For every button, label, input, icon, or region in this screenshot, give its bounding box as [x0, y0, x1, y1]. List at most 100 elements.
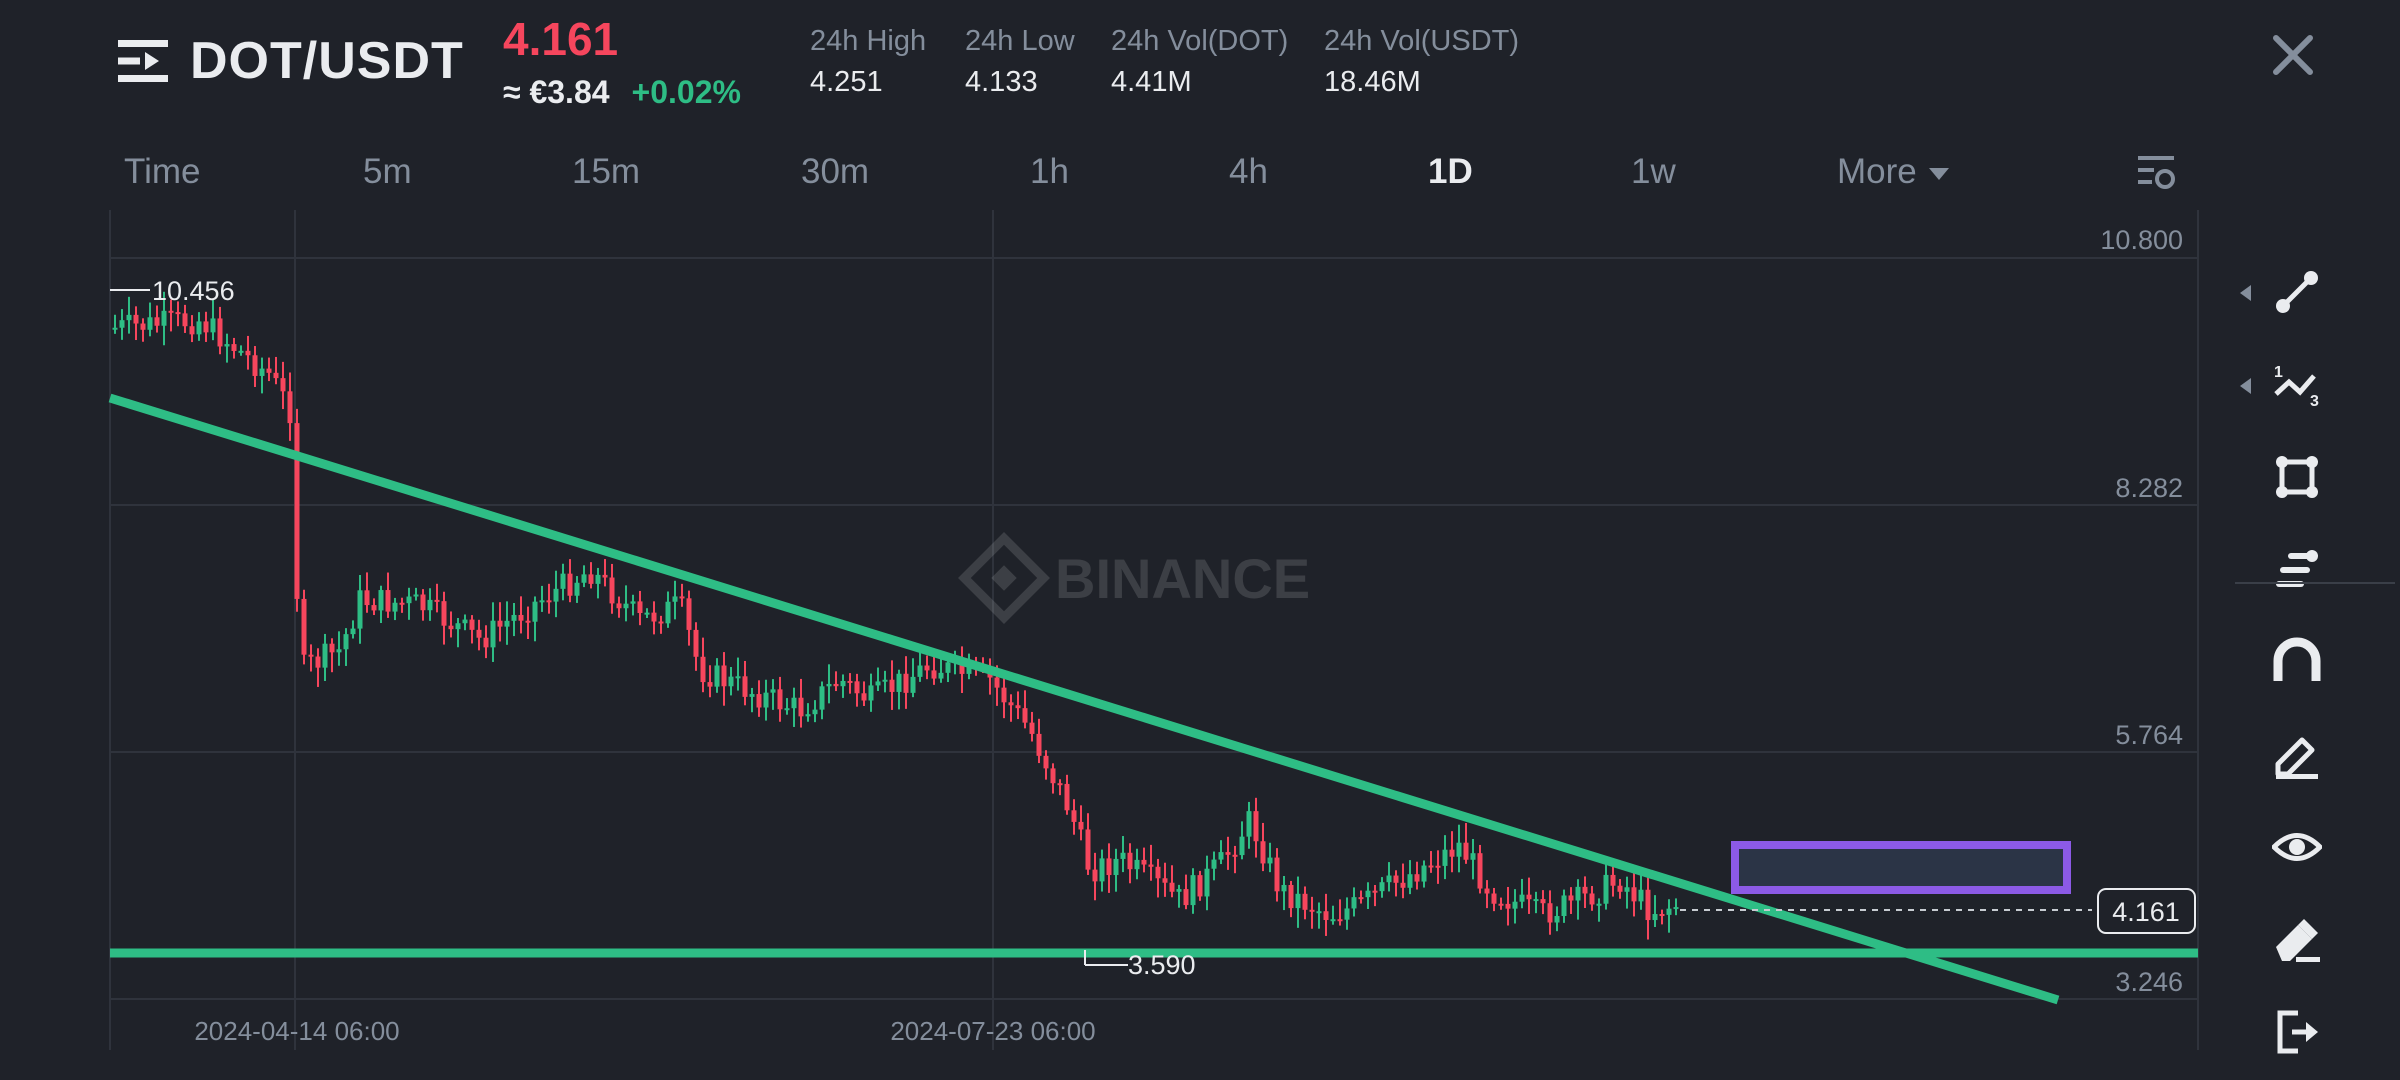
- svg-text:3: 3: [2310, 393, 2319, 410]
- rectangle-drawing[interactable]: [1731, 841, 2071, 894]
- stat-24h-high: 24h High 4.251: [810, 25, 927, 98]
- candle-body: [203, 321, 209, 333]
- candle-body: [700, 656, 706, 683]
- candle-body: [707, 682, 713, 687]
- chart-settings-icon[interactable]: [2136, 152, 2176, 192]
- candle-body: [1442, 849, 1448, 866]
- tab-1d[interactable]: 1D: [1428, 152, 1473, 191]
- candles: [112, 291, 1679, 940]
- candle-body: [1393, 875, 1399, 883]
- eraser-tool[interactable]: [2230, 900, 2400, 980]
- candle-body: [231, 344, 237, 351]
- tab-more[interactable]: More: [1837, 152, 1949, 192]
- candle-body: [378, 590, 384, 611]
- candle-body: [399, 602, 405, 605]
- candle-body: [1036, 733, 1042, 756]
- candle-body: [574, 582, 580, 596]
- candle-body: [483, 637, 489, 648]
- price-axis-label: 10.800: [2100, 225, 2183, 255]
- candle-body: [133, 314, 139, 324]
- candle-body: [147, 317, 153, 330]
- candle-body: [1050, 768, 1056, 784]
- candle-body: [679, 596, 685, 599]
- candle-body: [364, 590, 370, 606]
- candle-body: [280, 378, 286, 392]
- candle-body: [742, 676, 748, 697]
- candle-body: [910, 676, 916, 693]
- candle-body: [602, 574, 608, 578]
- candle-body: [665, 601, 671, 624]
- candle-body: [1379, 882, 1385, 892]
- candle-body: [357, 590, 363, 629]
- candle-body: [1407, 874, 1413, 888]
- horizontal-lines-tool[interactable]: [2230, 530, 2400, 610]
- tab-1w[interactable]: 1w: [1631, 152, 1676, 191]
- tab-1h[interactable]: 1h: [1030, 152, 1069, 191]
- tab-30m[interactable]: 30m: [801, 152, 870, 191]
- trend-line[interactable]: [108, 393, 2060, 1005]
- candle-body: [1204, 868, 1210, 897]
- tab-time[interactable]: Time: [124, 152, 201, 191]
- candle-body: [1526, 894, 1532, 900]
- candle-body: [196, 321, 202, 335]
- price-change: +0.02%: [631, 74, 741, 110]
- exit-tool[interactable]: [2230, 992, 2400, 1072]
- price-chart[interactable]: BINANCE 10.456 3.590 10.800 8.282 5.764 …: [0, 210, 2230, 1080]
- magnet-tool[interactable]: [2230, 622, 2400, 702]
- candle-body: [462, 619, 468, 624]
- candle-body: [455, 623, 461, 630]
- pencil-tool[interactable]: [2230, 715, 2400, 795]
- candle-body: [819, 686, 825, 710]
- candle-body: [1477, 853, 1483, 889]
- candle-body: [1274, 857, 1280, 892]
- candle-body: [1155, 866, 1161, 879]
- candle-body: [490, 620, 496, 648]
- tab-5m[interactable]: 5m: [363, 152, 412, 191]
- candle-body: [1134, 859, 1140, 870]
- fib-tool[interactable]: 1 3: [2230, 345, 2400, 425]
- candle-body: [1547, 903, 1553, 923]
- candle-body: [525, 620, 531, 623]
- candle-body: [630, 601, 636, 604]
- close-icon[interactable]: [2268, 30, 2318, 80]
- candle-body: [1610, 874, 1616, 886]
- candle-body: [371, 605, 377, 611]
- candle-body: [644, 612, 650, 615]
- candle-body: [1351, 897, 1357, 909]
- tab-15m[interactable]: 15m: [572, 152, 641, 191]
- exit-icon: [2277, 1010, 2318, 1054]
- candle-body: [945, 662, 951, 673]
- candle-body: [917, 665, 923, 677]
- candle-body: [329, 643, 335, 653]
- rectangle-tool[interactable]: [2230, 437, 2400, 517]
- candle-body: [735, 676, 741, 679]
- candle-body: [931, 670, 937, 679]
- candle-body: [1113, 858, 1119, 876]
- candle-body: [1190, 875, 1196, 906]
- stat-24h-vol-usdt: 24h Vol(USDT) 18.46M: [1324, 25, 1520, 98]
- candle-body: [322, 643, 328, 668]
- header: DOT/USDT 4.161 ≈ €3.84 +0.02% 24h High 4…: [0, 0, 2400, 140]
- candle-body: [1239, 836, 1245, 856]
- visibility-tool[interactable]: [2230, 807, 2400, 887]
- candle-body: [1400, 882, 1406, 888]
- pencil-icon: [2275, 737, 2318, 779]
- candle-body: [609, 577, 615, 604]
- candle-body: [1645, 889, 1651, 921]
- pair-selector[interactable]: DOT/USDT: [118, 26, 464, 96]
- trend-line-tool[interactable]: [2230, 252, 2400, 332]
- candle-body: [1484, 888, 1490, 894]
- tab-4h[interactable]: 4h: [1229, 152, 1268, 191]
- candle-body: [154, 317, 160, 326]
- fib-icon: 1 3: [2274, 364, 2319, 410]
- candle-body: [1043, 755, 1049, 769]
- candle-body: [1225, 852, 1231, 855]
- chart-canvas[interactable]: BINANCE 10.456 3.590 10.800 8.282 5.764 …: [0, 210, 2230, 1080]
- candle-body: [406, 596, 412, 604]
- toolbar-divider: [2235, 582, 2395, 584]
- candle-body: [413, 594, 419, 597]
- candle-body: [1631, 887, 1637, 902]
- candle-body: [1001, 687, 1007, 703]
- candle-body: [693, 629, 699, 657]
- candle-body: [1246, 811, 1252, 837]
